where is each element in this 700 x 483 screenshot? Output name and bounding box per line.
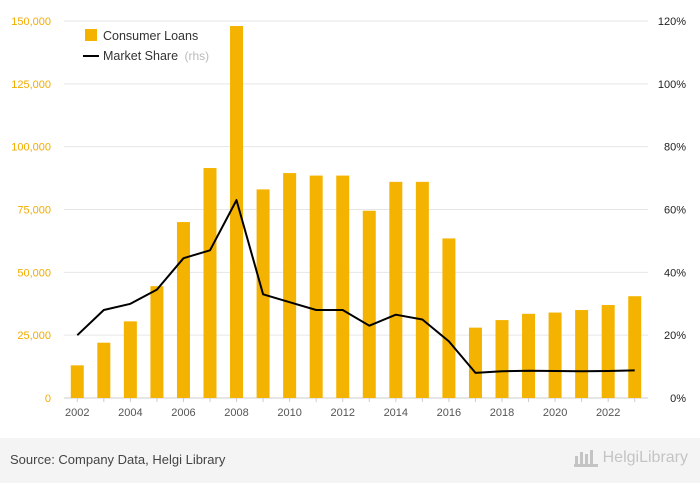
left-tick-label: 50,000 xyxy=(17,267,51,279)
left-axis-ticks: 0 25,000 50,000 75,000 100,000 125,000 150,000 xyxy=(11,16,51,405)
bar xyxy=(468,327,482,398)
bar xyxy=(336,175,350,398)
brand-name: HelgiLibrary xyxy=(602,449,688,466)
x-tick-label: 2010 xyxy=(277,407,301,419)
bar xyxy=(150,286,164,398)
bar xyxy=(522,313,536,398)
bar xyxy=(362,210,376,398)
bar xyxy=(548,312,562,398)
legend-swatch-consumer-loans xyxy=(85,29,97,41)
x-tick-label: 2016 xyxy=(437,407,461,419)
bar xyxy=(176,222,190,398)
right-tick-label: 0% xyxy=(670,393,686,405)
bar xyxy=(203,168,217,398)
bar xyxy=(495,320,509,398)
bar xyxy=(415,181,429,398)
x-tick-label: 2008 xyxy=(224,407,248,419)
bar-series-consumer-loans xyxy=(70,26,642,398)
left-tick-label: 100,000 xyxy=(11,142,51,154)
x-tick-label: 2022 xyxy=(596,407,620,419)
bar xyxy=(575,310,589,398)
right-tick-label: 40% xyxy=(664,267,686,279)
source-note: Source: Company Data, Helgi Library xyxy=(10,452,226,467)
bar xyxy=(123,321,137,398)
legend-label-rhs: (rhs) xyxy=(185,49,210,63)
bar xyxy=(97,342,111,398)
x-tick-label: 2002 xyxy=(65,407,89,419)
right-tick-label: 120% xyxy=(658,16,686,28)
line-series-market-share xyxy=(76,199,635,374)
market-share-line xyxy=(76,199,635,374)
bar xyxy=(389,181,403,398)
brand[interactable]: HelgiLibrary xyxy=(573,449,688,467)
bar xyxy=(628,296,642,398)
right-tick-label: 80% xyxy=(664,142,686,154)
bar xyxy=(601,305,615,398)
x-tick-label: 2012 xyxy=(330,407,354,419)
left-tick-label: 125,000 xyxy=(11,79,51,91)
x-axis-ticks: 2002 2004 2006 2008 2010 2012 2014 2016 2018 2020… xyxy=(65,398,636,419)
footer: Source: Company Data, Helgi Library Helg… xyxy=(0,438,700,483)
right-tick-label: 20% xyxy=(664,330,686,342)
x-tick-label: 2014 xyxy=(384,407,408,419)
left-tick-label: 0 xyxy=(45,393,51,405)
legend-label-market-share-group: Market Share (rhs) xyxy=(103,49,209,63)
left-tick-label: 150,000 xyxy=(11,16,51,28)
bar xyxy=(230,26,244,398)
left-tick-label: 25,000 xyxy=(17,330,51,342)
x-tick-label: 2004 xyxy=(118,407,142,419)
legend: Consumer Loans Market Share (rhs) xyxy=(83,29,209,63)
x-tick-label: 2018 xyxy=(490,407,514,419)
bar xyxy=(70,365,84,398)
bar xyxy=(442,238,456,398)
chart: 0 25,000 50,000 75,000 100,000 125,000 150,000… xyxy=(11,16,686,419)
legend-label-consumer-loans: Consumer Loans xyxy=(103,29,198,43)
bar xyxy=(309,175,323,398)
bar xyxy=(283,173,297,398)
left-tick-label: 75,000 xyxy=(17,205,51,217)
right-tick-label: 60% xyxy=(664,205,686,217)
right-tick-label: 100% xyxy=(658,79,686,91)
helgi-library-logo-icon xyxy=(573,449,598,467)
legend-label-market-share: Market Share xyxy=(103,49,178,63)
x-tick-label: 2020 xyxy=(543,407,567,419)
x-tick-label: 2006 xyxy=(171,407,195,419)
right-axis-ticks: 0% 20% 40% 60% 80% 100% 120% xyxy=(658,16,686,405)
